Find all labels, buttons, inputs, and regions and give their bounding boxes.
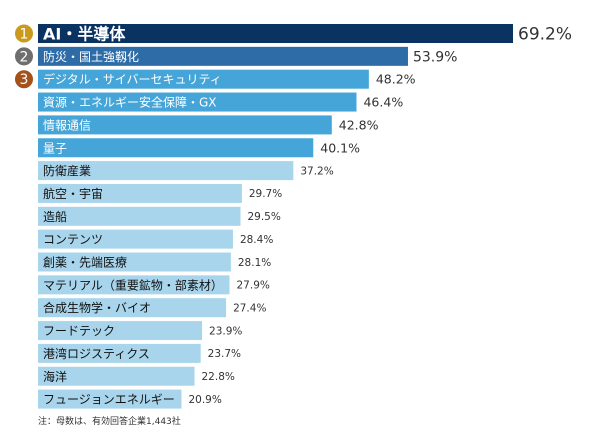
value-label: 29.5%	[247, 211, 280, 223]
bar	[38, 92, 357, 112]
category-label: 情報通信	[43, 118, 91, 132]
value-label: 29.7%	[249, 188, 282, 200]
bar	[38, 343, 201, 363]
value-label: 53.9%	[413, 49, 457, 65]
value-label: 28.1%	[238, 257, 271, 269]
footnote: 注：母数は、有効回答企業1,443社	[38, 417, 181, 427]
value-label: 69.2%	[518, 25, 572, 45]
value-label: 27.9%	[237, 280, 270, 292]
category-label: 造船	[43, 210, 67, 224]
value-label: 23.9%	[209, 325, 242, 337]
bar	[38, 138, 314, 158]
value-label: 37.2%	[300, 165, 333, 177]
category-label: 航空・宇宙	[43, 186, 103, 201]
value-label: 40.1%	[320, 140, 360, 155]
rank-badge	[14, 46, 34, 67]
bar	[38, 229, 233, 249]
value-label: 22.8%	[202, 371, 235, 383]
rank-number: 2	[20, 49, 29, 65]
bar	[38, 389, 182, 409]
bar	[38, 298, 227, 318]
category-label: デジタル・サイバーセキュリティ	[43, 72, 222, 87]
category-label: フュージョンエネルギー	[43, 393, 175, 407]
rank-badge	[14, 23, 34, 44]
rank-number: 3	[20, 72, 29, 88]
category-label: 量子	[43, 141, 67, 155]
bar	[38, 161, 294, 181]
rank-number: 1	[20, 27, 29, 43]
value-label: 27.4%	[233, 302, 266, 314]
value-label: 28.4%	[240, 234, 273, 246]
category-label: 資源・エネルギー安全保障・GX	[43, 95, 217, 110]
bar	[38, 183, 242, 203]
bar	[38, 46, 408, 66]
category-label: コンテンツ	[43, 233, 103, 247]
bar	[38, 321, 203, 341]
rank-badge	[14, 69, 34, 90]
value-label: 23.7%	[208, 348, 241, 360]
value-label: 20.9%	[188, 394, 221, 406]
value-label: 46.4%	[363, 95, 403, 110]
category-label: 合成生物学・バイオ	[43, 300, 151, 315]
bar	[38, 275, 230, 295]
category-label: AI・半導体	[43, 25, 126, 44]
category-label: 防災・国土強靱化	[43, 49, 139, 64]
category-label: 港湾ロジスティクス	[43, 346, 150, 361]
category-label: マテリアル（重要鉱物・部素材）	[43, 277, 223, 292]
category-label: 防衛産業	[43, 163, 91, 178]
bar	[38, 69, 369, 89]
category-label: 海洋	[43, 369, 67, 384]
bar	[38, 206, 241, 226]
category-label: フードテック	[43, 324, 115, 338]
bar	[38, 115, 332, 135]
value-label: 42.8%	[339, 117, 379, 132]
category-label: 創薬・先端医療	[43, 256, 127, 270]
bar	[38, 24, 513, 43]
bar	[38, 252, 231, 272]
bar	[38, 366, 195, 386]
value-label: 48.2%	[376, 72, 416, 87]
